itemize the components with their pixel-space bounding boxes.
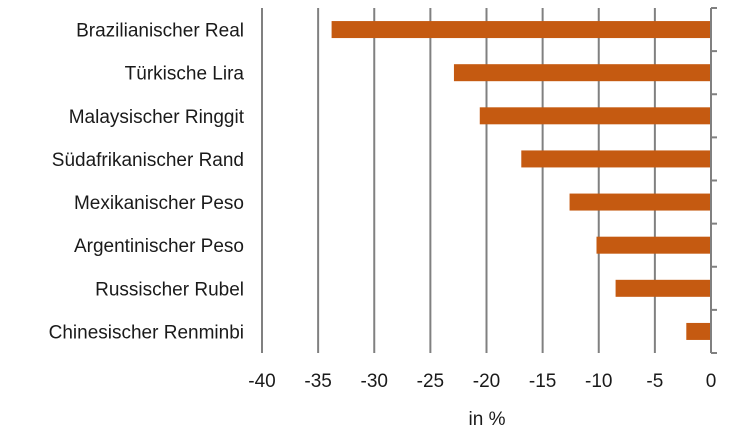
x-tick-label: 0 bbox=[706, 371, 717, 392]
x-tick-label: -10 bbox=[585, 371, 612, 392]
x-tick-label: -5 bbox=[646, 371, 663, 392]
x-tick-label: -20 bbox=[473, 371, 500, 392]
x-tick-label: -35 bbox=[304, 371, 331, 392]
bar bbox=[569, 193, 711, 211]
bar bbox=[453, 64, 711, 82]
category-label: Argentinischer Peso bbox=[74, 236, 244, 257]
category-label: Malaysischer Ringgit bbox=[69, 107, 245, 128]
x-tick-label: -40 bbox=[248, 371, 275, 392]
x-tick-label: -30 bbox=[361, 371, 388, 392]
category-label: Chinesischer Renminbi bbox=[49, 322, 244, 343]
category-label: Russischer Rubel bbox=[95, 279, 244, 300]
value-axis bbox=[710, 7, 717, 354]
category-label: Brazilianischer Real bbox=[76, 21, 244, 42]
category-labels: Brazilianischer Real Türkische Lira Malays… bbox=[49, 21, 245, 344]
x-tick-label: -15 bbox=[529, 371, 556, 392]
bars bbox=[331, 21, 711, 340]
bar bbox=[686, 322, 711, 340]
category-label: Türkische Lira bbox=[125, 64, 245, 85]
bar bbox=[596, 236, 711, 254]
bar bbox=[331, 21, 711, 39]
x-axis-title: in % bbox=[469, 409, 506, 430]
category-label: Mexikanischer Peso bbox=[74, 193, 244, 214]
tick-labels: -40 -35 -30 -25 -20 -15 -10 -5 0 bbox=[248, 371, 716, 392]
grid-lines bbox=[261, 8, 656, 353]
bar bbox=[521, 150, 711, 168]
x-tick-label: -25 bbox=[417, 371, 444, 392]
bar bbox=[615, 279, 711, 297]
bar bbox=[479, 107, 711, 125]
category-label: Südafrikanischer Rand bbox=[52, 150, 244, 171]
